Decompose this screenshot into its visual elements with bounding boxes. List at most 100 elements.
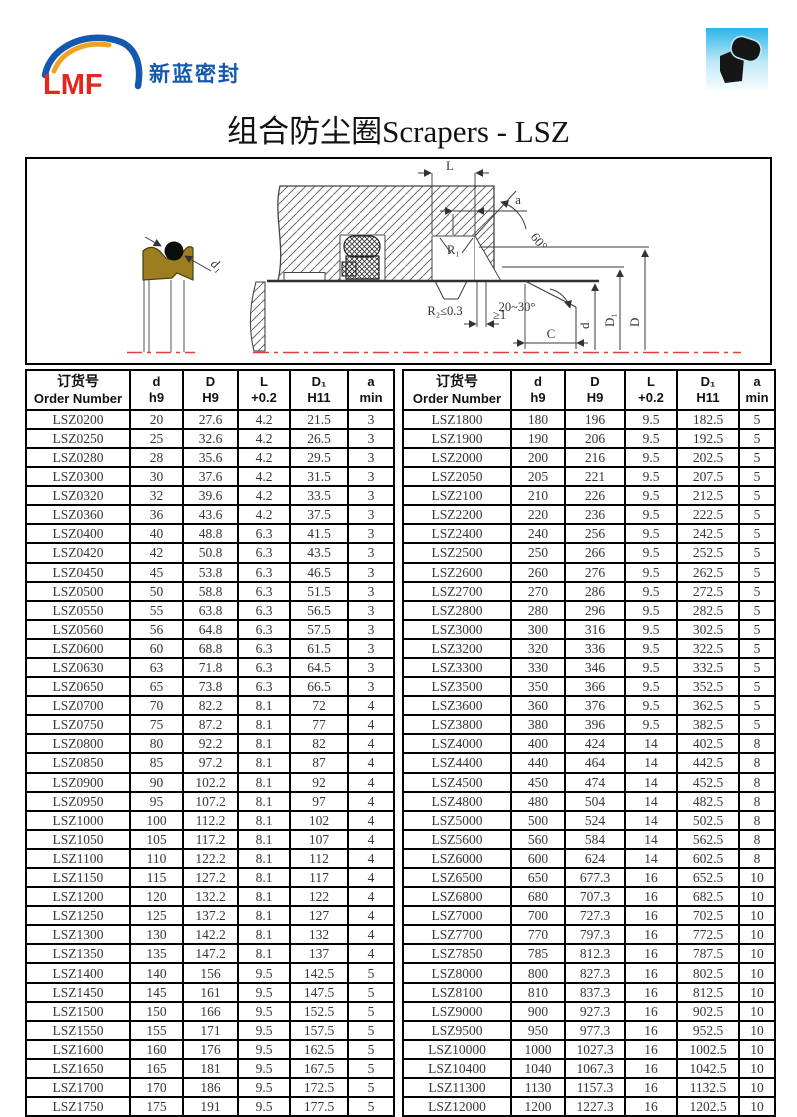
- dimension-value-cell: 797.3: [564, 924, 626, 946]
- dimension-value-cell: 8.1: [237, 695, 291, 717]
- order-number-cell: LSZ0850: [25, 752, 131, 774]
- table-row: LSZ6500 650 677.3 16 652.5 10: [402, 866, 776, 889]
- company-logo: LMF 新蓝密封: [37, 28, 241, 104]
- dimension-value-cell: 221: [564, 466, 626, 488]
- dimension-value-cell: 127.2: [182, 866, 239, 889]
- dimension-value-cell: 150: [129, 1000, 184, 1022]
- dimension-value-cell: 4.2: [237, 446, 291, 469]
- dimension-value-cell: 8: [738, 733, 776, 755]
- order-number-cell: LSZ1600: [25, 1038, 131, 1060]
- dimension-value-cell: 87: [289, 752, 349, 774]
- dimension-value-cell: 650: [510, 866, 566, 889]
- dimension-value-cell: 8.1: [237, 752, 291, 774]
- dimension-value-cell: 105: [129, 828, 184, 850]
- dimension-value-cell: 175: [129, 1096, 184, 1117]
- table-row: LSZ4000 400 424 14 402.5 8: [402, 733, 776, 755]
- dimension-value-cell: 9.5: [624, 580, 678, 602]
- table-row: LSZ0900 90 102.2 8.1 92 4: [25, 771, 395, 793]
- dimension-value-cell: 97.2: [182, 752, 239, 774]
- dimension-value-cell: 180: [510, 408, 566, 430]
- dimension-value-cell: 8.1: [237, 828, 291, 850]
- installation-groove-figure: R₁ R₂≤0.3 L a: [249, 158, 741, 354]
- dimension-value-cell: 5: [738, 599, 776, 621]
- dimension-value-cell: 1040: [510, 1057, 566, 1080]
- dimension-value-cell: 16: [624, 905, 678, 927]
- dimension-value-cell: 82: [289, 733, 349, 755]
- dimension-value-cell: 700: [510, 905, 566, 927]
- dimension-value-cell: 902.5: [676, 1000, 740, 1022]
- dimension-value-cell: 25: [129, 427, 184, 449]
- dimension-value-cell: 1227.3: [564, 1096, 626, 1117]
- dimension-value-cell: 61.5: [289, 637, 349, 659]
- dimension-value-cell: 396: [564, 714, 626, 736]
- table-row: LSZ0280 28 35.6 4.2 29.5 3: [25, 446, 395, 469]
- dimension-value-cell: 727.3: [564, 905, 626, 927]
- dimension-value-cell: 20: [129, 408, 184, 430]
- dimension-value-cell: 3: [347, 466, 395, 488]
- dimension-value-cell: 8.1: [237, 886, 291, 908]
- dimension-value-cell: 1132.5: [676, 1077, 740, 1099]
- dimension-value-cell: 1027.3: [564, 1038, 626, 1060]
- dimension-value-cell: 250: [510, 542, 566, 564]
- table-row: LSZ2500 250 266 9.5 252.5 5: [402, 542, 776, 564]
- order-number-cell: LSZ0250: [25, 427, 131, 449]
- dimension-value-cell: 122.2: [182, 847, 239, 870]
- header-D1: D₁ H11: [289, 369, 349, 411]
- dimension-value-cell: 29.5: [289, 446, 349, 469]
- dimension-value-cell: 3: [347, 618, 395, 640]
- dimension-value-cell: 837.3: [564, 981, 626, 1003]
- dimension-value-cell: 10: [738, 1057, 776, 1080]
- page-header: LMF 新蓝密封: [25, 0, 772, 104]
- dimension-value-cell: 10: [738, 886, 776, 908]
- header-a: a min: [347, 369, 395, 411]
- table-row: LSZ0500 50 58.8 6.3 51.5 3: [25, 580, 395, 602]
- installed-o-ring: [343, 235, 381, 258]
- dimension-value-cell: 206: [564, 427, 626, 449]
- dimension-value-cell: 9.5: [624, 618, 678, 640]
- dimension-value-cell: 584: [564, 828, 626, 850]
- table-row: LSZ0450 45 53.8 6.3 46.5 3: [25, 561, 395, 583]
- order-number-cell: LSZ1650: [25, 1057, 131, 1080]
- header-d: d h9: [129, 369, 184, 411]
- order-number-cell: LSZ2100: [402, 485, 512, 507]
- order-number-cell: LSZ1400: [25, 962, 131, 984]
- dimension-value-cell: 142.2: [182, 924, 239, 946]
- dimension-value-cell: 16: [624, 962, 678, 984]
- dimension-value-cell: 8.1: [237, 809, 291, 831]
- dimension-value-cell: 452.5: [676, 771, 740, 793]
- order-number-cell: LSZ9500: [402, 1019, 512, 1041]
- dimension-value-cell: 205: [510, 466, 566, 488]
- size-tables: 订货号 Order Number d h9 D H9 L +0.2 D₁ H11 a min…: [25, 369, 776, 1117]
- dimension-value-cell: 9.5: [237, 1077, 291, 1099]
- dimension-value-cell: 64.5: [289, 656, 349, 679]
- dim-label-60deg: 60°: [528, 230, 551, 254]
- dimension-value-cell: 5: [738, 542, 776, 564]
- table-row: LSZ1150 115 127.2 8.1 117 4: [25, 866, 395, 889]
- dimension-value-cell: 382.5: [676, 714, 740, 736]
- lmf-logo-icon: LMF: [41, 34, 143, 101]
- dimension-value-cell: 3: [347, 561, 395, 583]
- dimension-value-cell: 75: [129, 714, 184, 736]
- order-number-cell: LSZ0950: [25, 790, 131, 812]
- dimension-value-cell: 92.2: [182, 733, 239, 755]
- dimension-value-cell: 57.5: [289, 618, 349, 640]
- dimension-value-cell: 115: [129, 866, 184, 889]
- dimension-value-cell: 33.5: [289, 485, 349, 507]
- order-number-cell: LSZ2000: [402, 446, 512, 469]
- dimension-value-cell: 3: [347, 504, 395, 526]
- dimension-value-cell: 5: [738, 580, 776, 602]
- dimension-value-cell: 210: [510, 485, 566, 507]
- table-row: LSZ1900 190 206 9.5 192.5 5: [402, 427, 776, 449]
- dimension-value-cell: 9.5: [624, 446, 678, 469]
- order-number-cell: LSZ7850: [402, 943, 512, 965]
- dimension-value-cell: 4.2: [237, 427, 291, 449]
- table-row: LSZ1350 135 147.2 8.1 137 4: [25, 943, 395, 965]
- dimension-value-cell: 4.2: [237, 485, 291, 507]
- dimension-value-cell: 162.5: [289, 1038, 349, 1060]
- dimension-value-cell: 10: [738, 1019, 776, 1041]
- dimension-value-cell: 330: [510, 656, 566, 679]
- table-row: LSZ0320 32 39.6 4.2 33.5 3: [25, 485, 395, 507]
- dimension-value-cell: 125: [129, 905, 184, 927]
- dimension-value-cell: 8.1: [237, 790, 291, 812]
- dimension-value-cell: 4: [347, 733, 395, 755]
